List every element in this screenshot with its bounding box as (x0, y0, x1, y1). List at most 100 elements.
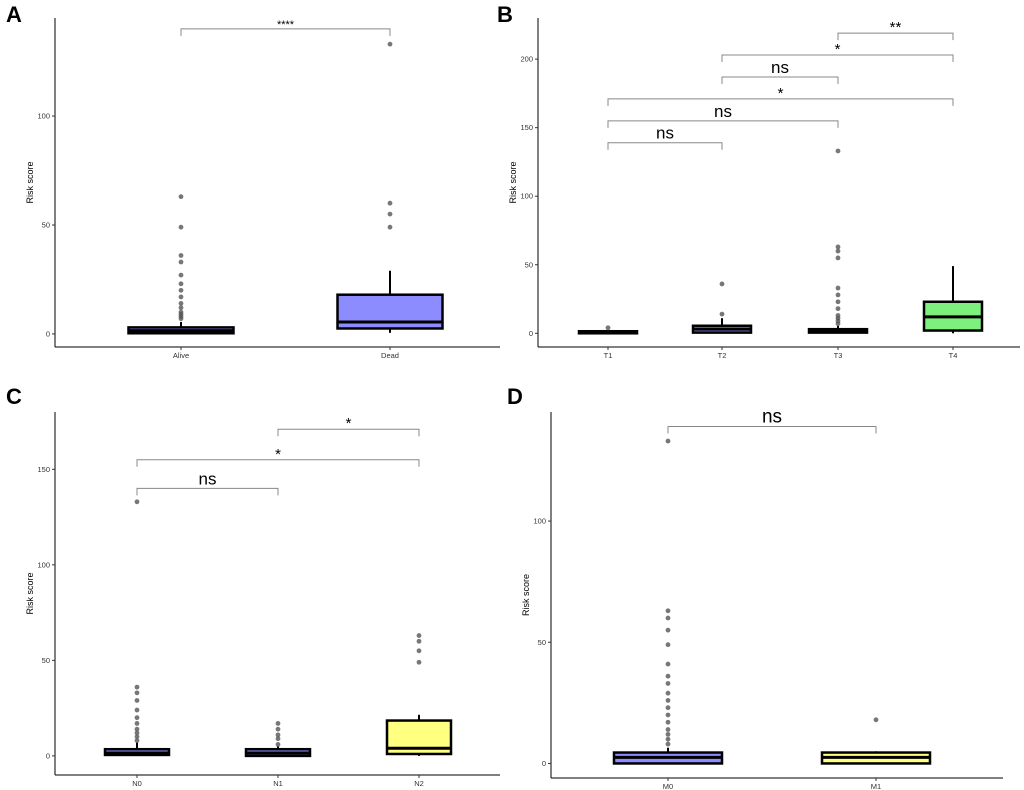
outlier-point-dead (387, 200, 393, 206)
x-tick-label-t1: T1 (604, 351, 613, 360)
outlier-point-n0 (134, 698, 140, 703)
outlier-point-alive (178, 272, 184, 278)
outlier-point-t3 (835, 299, 841, 305)
outlier-point-t2 (719, 311, 725, 317)
y-axis-title: Risk score (25, 161, 35, 203)
significance-bracket (277, 428, 420, 437)
outlier-point-m0 (665, 736, 671, 742)
outlier-point-t3 (835, 292, 841, 298)
outlier-point-dead (387, 41, 393, 47)
outlier-point-n0 (134, 715, 140, 721)
outlier-point-dead (387, 211, 393, 217)
outlier-point-m0 (665, 690, 671, 696)
x-tick-label-t4: T4 (949, 351, 958, 360)
outlier-point-n2 (416, 633, 422, 638)
significance-bracket (136, 459, 420, 467)
x-tick-label-n1: N1 (273, 779, 283, 788)
outlier-point-m0 (665, 661, 671, 667)
x-tick-label-dead: Dead (381, 351, 399, 360)
significance-bracket (607, 98, 954, 106)
outlier-point-m0 (665, 642, 671, 648)
significance-bracket (607, 120, 839, 128)
significance-label: * (346, 415, 352, 432)
panel-c: C 0 50 100 150 Risk score N0 N1 N2 ns * * (6, 384, 500, 788)
y-tick-label-100: 100 (37, 560, 50, 569)
outlier-point-t3 (835, 248, 841, 254)
significance-label: ns (771, 58, 789, 77)
outlier-point-t3 (835, 313, 841, 318)
outlier-point-m0 (665, 673, 671, 679)
outlier-point-n0 (134, 721, 140, 726)
y-tick-label-0: 0 (46, 329, 50, 338)
significance-label: ns (762, 407, 782, 428)
outlier-point-t3 (835, 244, 841, 250)
significance-bracket (136, 487, 279, 496)
panel-letter-b: B (497, 2, 513, 27)
outlier-point-m0 (665, 681, 671, 686)
y-tick-label-50: 50 (42, 220, 50, 229)
outlier-point-n0 (134, 730, 140, 736)
outlier-point-alive (178, 309, 184, 315)
outlier-point-alive (178, 253, 184, 258)
outlier-point-m0 (665, 698, 671, 703)
panel-letter-a: A (6, 2, 22, 27)
outlier-point-n1 (275, 726, 281, 732)
panel-letter-d: D (507, 384, 523, 409)
outlier-point-n1 (275, 736, 281, 742)
outlier-point-alive (178, 194, 184, 200)
outlier-point-m0 (665, 615, 671, 621)
y-tick-label-0: 0 (46, 751, 50, 760)
significance-bracket (607, 142, 723, 150)
y-tick-label-50: 50 (525, 260, 533, 269)
outlier-point-m0 (665, 731, 671, 737)
significance-bracket (667, 426, 877, 434)
outlier-point-m0 (665, 741, 671, 747)
y-axis-title: Risk score (25, 572, 35, 614)
outlier-point-n1 (275, 732, 281, 738)
y-tick-label-200: 200 (520, 55, 533, 64)
outlier-point-n2 (416, 648, 422, 654)
outlier-point-m1 (873, 717, 879, 723)
outlier-point-n0 (134, 707, 140, 713)
y-tick-label-150: 150 (37, 465, 50, 474)
outlier-point-n0 (134, 734, 140, 740)
significance-label: ns (199, 469, 217, 488)
outlier-point-n0 (134, 684, 140, 690)
significance-label: * (778, 85, 784, 102)
outlier-point-m0 (665, 727, 671, 732)
x-tick-label-n2: N2 (414, 779, 424, 788)
outlier-point-n0 (134, 690, 140, 696)
y-tick-label-100: 100 (520, 192, 533, 201)
outlier-point-n0 (134, 499, 140, 505)
x-tick-label-t3: T3 (834, 351, 843, 360)
outlier-point-dead (387, 224, 393, 230)
outlier-point-alive (178, 305, 184, 311)
significance-label: * (835, 41, 841, 58)
outlier-point-alive (178, 259, 184, 265)
x-tick-label-m0: M0 (663, 782, 673, 790)
y-axis-title: Risk score (508, 161, 518, 203)
outlier-point-alive (178, 294, 184, 300)
outlier-point-m0 (665, 705, 671, 711)
y-axis-title: Risk score (521, 574, 531, 616)
x-tick-label-t2: T2 (718, 351, 727, 360)
panel-a: A 0 50 100 Risk score Alive Dead **** (6, 2, 500, 360)
outlier-point-t3 (835, 285, 841, 291)
outlier-point-t1 (605, 325, 611, 331)
outlier-point-m0 (665, 438, 671, 444)
outlier-point-n2 (416, 638, 422, 644)
outlier-point-alive (178, 281, 184, 287)
significance-label: **** (277, 19, 295, 31)
significance-bracket (180, 28, 391, 36)
outlier-point-m0 (665, 608, 671, 614)
y-tick-label-0: 0 (542, 759, 546, 768)
y-tick-label-0: 0 (529, 329, 533, 338)
outlier-point-t3 (835, 306, 841, 312)
y-tick-label-100: 100 (533, 517, 546, 526)
significance-label: ns (656, 124, 674, 143)
outlier-point-m0 (665, 712, 671, 718)
outlier-point-m0 (665, 627, 671, 633)
outlier-point-m0 (665, 719, 671, 725)
